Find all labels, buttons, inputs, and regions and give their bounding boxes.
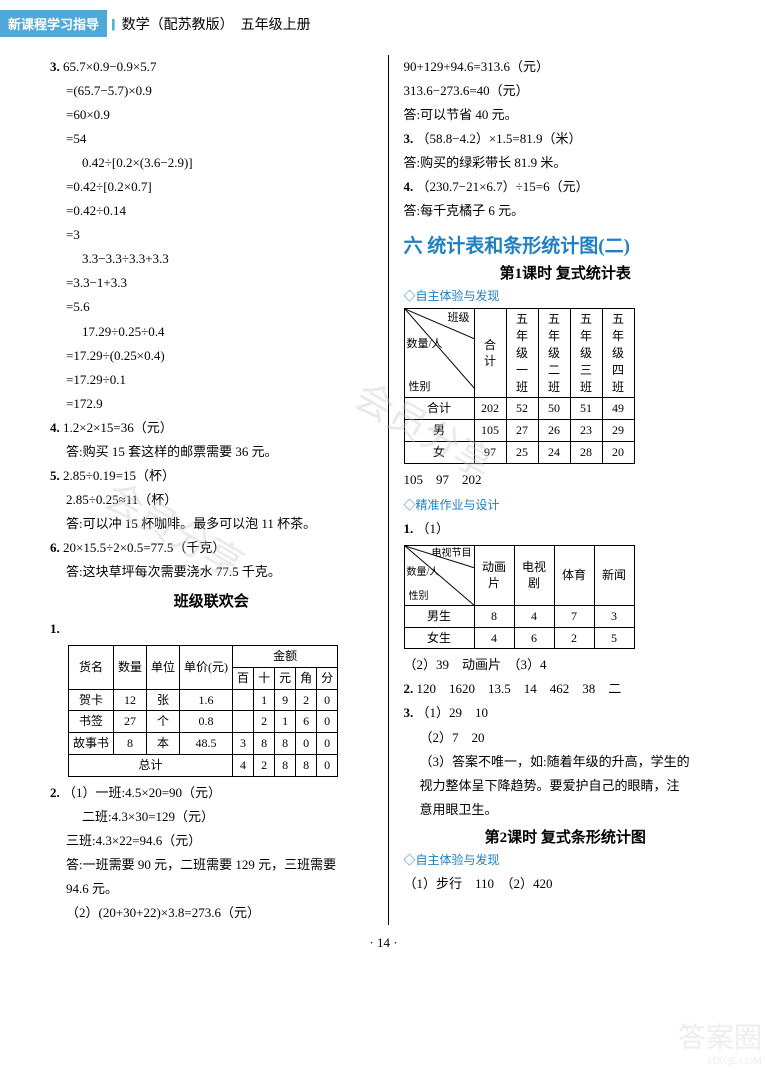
header-label: 新课程学习指导 [0,10,107,37]
calc-line: 0.42÷[0.2×(3.6−2.9)] [50,151,373,175]
th: 五年级三班 [570,309,602,398]
calc-line: 90+129+94.6=313.6（元） [404,55,728,79]
th: 十 [254,667,275,689]
table-row: 书签27个0.8 2160 [69,711,338,733]
th: 体育 [554,545,594,605]
calc-line: =3.3−1+3.3 [50,271,373,295]
calc-line: =0.42÷0.14 [50,199,373,223]
calc-line: 313.6−273.6=40（元） [404,79,728,103]
q4: 4. （230.7−21×6.7）÷15=6（元） [404,175,728,199]
table-row: 女生4625 [404,627,634,649]
lesson1-title: 第1课时 复式统计表 [404,262,728,283]
th: 新闻 [594,545,634,605]
calc-line: =5.6 [50,295,373,319]
answer-line: 答:一班需要 90 元，二班需要 129 元，三班需要 [50,853,373,877]
th: 五年级二班 [538,309,570,398]
answer-line: 答:每千克橘子 6 元。 [404,199,728,223]
table-row: 故事书8本48.5 38800 [69,733,338,755]
table-stats: 班级 数量/人 性别 合计 五年级一班 五年级二班 五年级三班 五年级四班 合计… [404,308,635,463]
table-row: 男10527262329 [404,420,634,442]
th: 单位 [147,646,180,690]
answer-line: 答:可以冲 15 杯咖啡。最多可以泡 11 杯茶。 [50,512,373,536]
answer-line: （1）步行 110 （2）420 [404,872,728,896]
answer-line: （2）39 动画片 （3）4 [404,653,728,677]
th: 五年级四班 [602,309,634,398]
table-row: 贺卡12张1.6 1920 [69,689,338,711]
corner-watermark: 答案圈 MXQE.COM [632,1016,762,1076]
calc-line: =3 [50,223,373,247]
sub-section: ◇自主体验与发现 [404,287,728,304]
answer-line: （2）7 20 [404,726,728,750]
answer-line: （3）答案不唯一，如:随着年级的升高，学生的 [404,750,728,774]
th: 元 [275,667,296,689]
th: 单价(元) [180,646,233,690]
calc-line: =60×0.9 [50,103,373,127]
right-column: 90+129+94.6=313.6（元） 313.6−273.6=40（元） 答… [389,55,728,925]
th: 角 [296,667,317,689]
page-number: · 14 · [0,925,767,951]
header-subject: 数学（配苏教版） 五年级上册 [122,14,311,34]
calc-line: 3.3−3.3÷3.3+3.3 [50,247,373,271]
table-party: 货名 数量 单位 单价(元) 金额 百 十 元 角 分 贺卡12张1.6 192… [68,645,338,777]
calc-line: =172.9 [50,392,373,416]
table-row-total: 总计 42880 [69,755,338,777]
q2: 2. （1）一班:4.5×20=90（元） [50,781,373,805]
calc-line: 2.85÷0.25≈11（杯） [50,488,373,512]
calc-line: =54 [50,127,373,151]
th: 货名 [69,646,114,690]
chapter-title: 六 统计表和条形统计图(二) [404,231,728,258]
header-bars: ||| [111,16,114,32]
answer-line: 答:这块草坪每次需要浇水 77.5 千克。 [50,560,373,584]
th: 分 [317,667,338,689]
q1-label: 1. [50,617,373,641]
table-tv: 电视节目 数量/人 性别 动画片 电视剧 体育 新闻 男生8473 女生4625 [404,545,635,650]
th: 合计 [474,309,506,398]
q3: 3. （1）29 10 [404,701,728,725]
th: 五年级一班 [506,309,538,398]
answer-line: 94.6 元。 [50,877,373,901]
calc-line: =0.42÷[0.2×0.7] [50,175,373,199]
calc-line: =17.29÷(0.25×0.4) [50,344,373,368]
sub-section: ◇精准作业与设计 [404,496,728,513]
lesson2-title: 第2课时 复式条形统计图 [404,826,728,847]
calc-line: 17.29÷0.25÷0.4 [50,320,373,344]
q2: 2. 120 1620 13.5 14 462 38 二 [404,677,728,701]
calc-line: =(65.7−5.7)×0.9 [50,79,373,103]
answer-line: 答:购买 15 套这样的邮票需要 36 元。 [50,440,373,464]
table-row: 男生8473 [404,605,634,627]
content: 3. 65.7×0.9−0.9×5.7 =(65.7−5.7)×0.9 =60×… [0,45,767,925]
answer-line: 105 97 202 [404,468,728,492]
answer-line: 意用眼卫生。 [404,798,728,822]
th: 动画片 [474,545,514,605]
q1: 1. （1） [404,517,728,541]
party-title: 班级联欢会 [50,590,373,611]
calc-line: 三班:4.3×22=94.6（元） [50,829,373,853]
answer-line: 视力整体呈下降趋势。要爱护自己的眼睛，注 [404,774,728,798]
table-row: 女9725242820 [404,441,634,463]
table-row: 合计20252505149 [404,398,634,420]
sub-section: ◇自主体验与发现 [404,851,728,868]
q3: 3. 65.7×0.9−0.9×5.7 [50,55,373,79]
left-column: 3. 65.7×0.9−0.9×5.7 =(65.7−5.7)×0.9 =60×… [50,55,389,925]
q5: 5. 2.85÷0.19=15（杯） [50,464,373,488]
th: 数量 [114,646,147,690]
diag-header: 班级 数量/人 性别 [404,309,474,398]
diag-header: 电视节目 数量/人 性别 [404,545,474,605]
calc-line: 二班:4.3×30=129（元） [50,805,373,829]
answer-line: 答:可以节省 40 元。 [404,103,728,127]
q6: 6. 20×15.5÷2×0.5=77.5（千克） [50,536,373,560]
calc-line: （2）(20+30+22)×3.8=273.6（元） [50,901,373,925]
q3: 3. （58.8−4.2）×1.5=81.9（米） [404,127,728,151]
th: 电视剧 [514,545,554,605]
q4: 4. 1.2×2×15=36（元） [50,416,373,440]
th: 金额 [233,646,338,668]
page-header: 新课程学习指导 ||| 数学（配苏教版） 五年级上册 [0,0,767,45]
calc-line: =17.29÷0.1 [50,368,373,392]
th: 百 [233,667,254,689]
answer-line: 答:购买的绿彩带长 81.9 米。 [404,151,728,175]
